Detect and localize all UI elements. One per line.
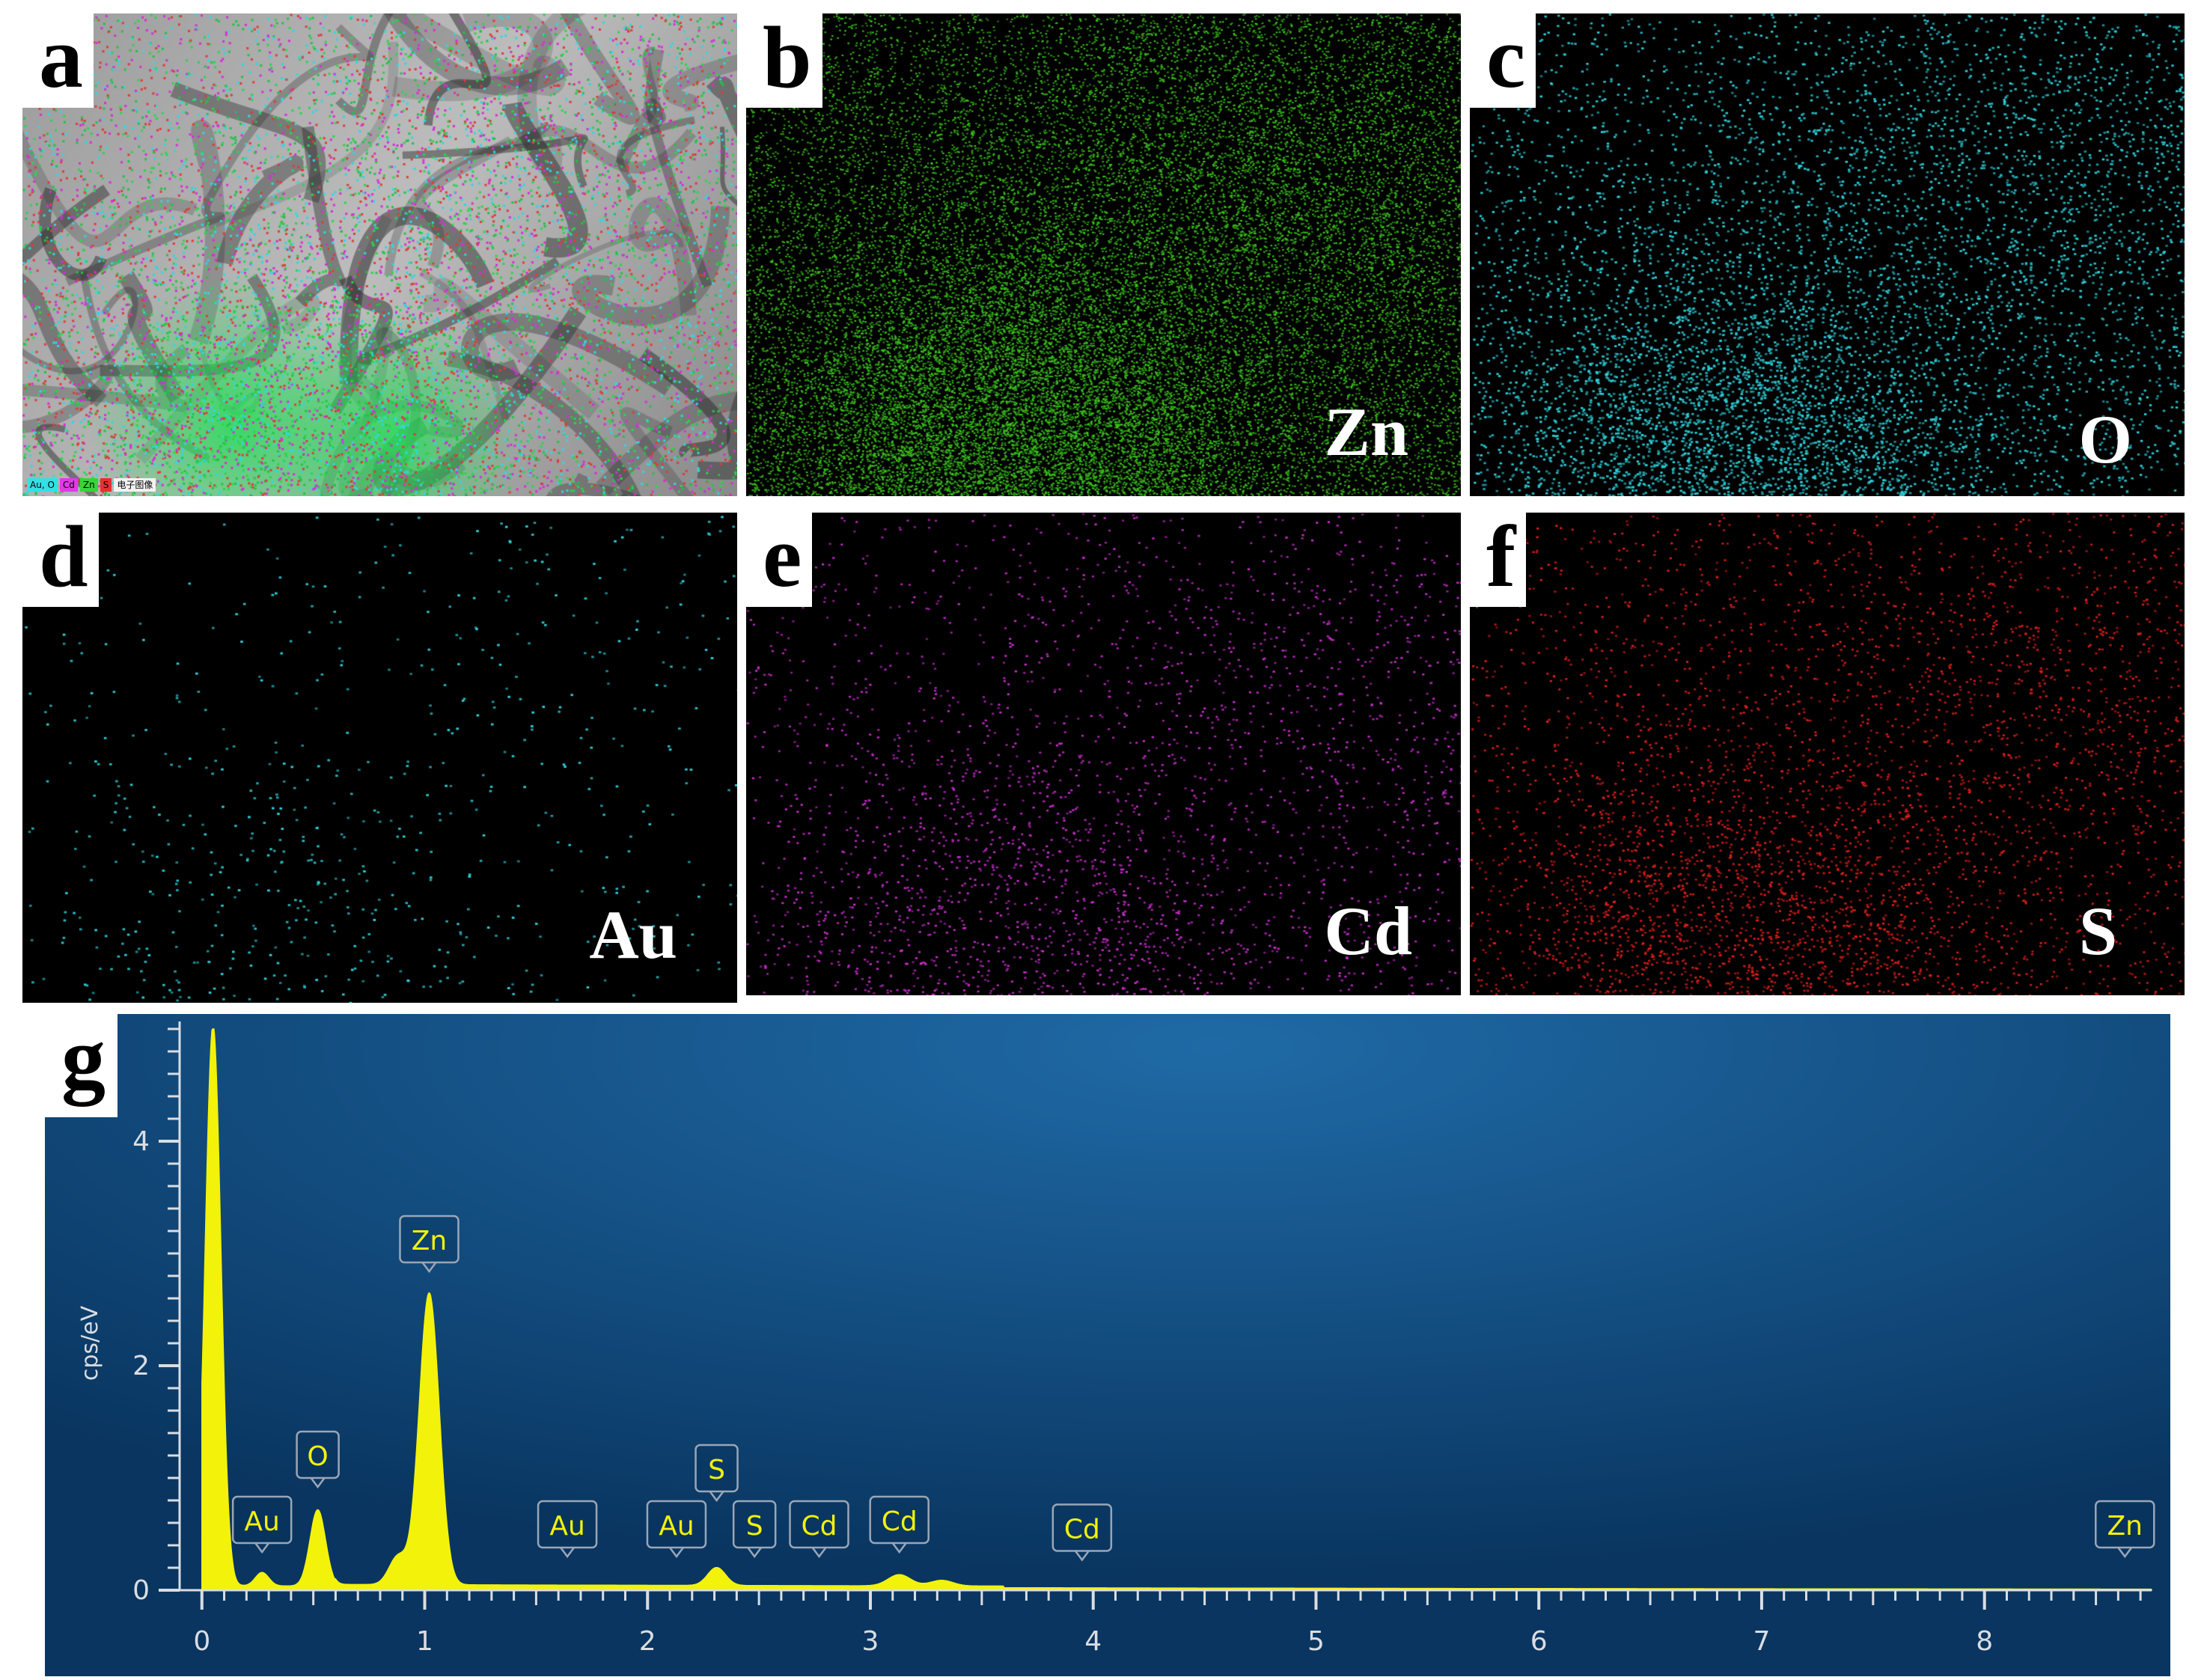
legend-electron-image: 电子图像 <box>114 478 156 492</box>
panel-c-o-map: c O <box>1470 13 2185 496</box>
peak-label-pointer <box>421 1262 437 1274</box>
peak-label-pointer <box>254 1542 270 1554</box>
x-tick-label: 4 <box>1084 1626 1102 1657</box>
element-label-zn: Zn <box>1324 394 1408 470</box>
peak-label-box <box>399 1215 460 1264</box>
peak-label-box <box>869 1495 929 1545</box>
peak-label: Zn <box>412 1226 447 1256</box>
element-label-au: Au <box>589 896 677 973</box>
panel-letter-f: f <box>1470 513 1527 607</box>
peak-label: O <box>307 1441 328 1472</box>
peak-label-box <box>296 1430 340 1479</box>
x-tick-label: 3 <box>862 1626 879 1657</box>
y-tick-label: 0 <box>132 1575 150 1606</box>
peak-label-box <box>537 1500 598 1549</box>
legend-cd: Cd <box>59 478 78 492</box>
peak-label-pointer <box>2117 1547 2133 1559</box>
peak-label-pointer <box>1074 1550 1090 1562</box>
peak-label: Cd <box>882 1506 918 1537</box>
panel-letter-g: g <box>45 1014 117 1117</box>
peak-label-pointer <box>811 1547 827 1559</box>
map-canvas-a <box>22 13 737 496</box>
peak-label-box <box>2095 1500 2155 1549</box>
panel-letter-d: d <box>22 513 99 607</box>
panel-letter-e: e <box>746 513 813 607</box>
legend-zn: Zn <box>79 478 98 492</box>
peak-label-box <box>695 1444 739 1493</box>
element-label-cd: Cd <box>1324 893 1412 969</box>
panel-e-cd-map: e Cd <box>746 513 1461 995</box>
peak-label-box <box>789 1500 849 1549</box>
peak-label-pointer <box>560 1547 576 1559</box>
panel-letter-b: b <box>746 13 822 108</box>
x-tick-label: 5 <box>1307 1626 1325 1657</box>
peak-label: Au <box>549 1511 584 1542</box>
element-label-o: O <box>2078 401 2132 477</box>
eds-spectrum-chart: 0 2 4 cps/eV 0 1 2 3 4 5 6 7 8 Au O Zn Au Au SS Cd Cd Cd Zn <box>45 1014 2170 1676</box>
panel-letter-a: a <box>22 13 94 108</box>
y-tick-label: 2 <box>132 1351 150 1381</box>
peak-label-box <box>1051 1503 1113 1552</box>
peak-label-box <box>646 1500 707 1549</box>
y-tick-label: 4 <box>132 1126 150 1157</box>
peak-label: Cd <box>802 1511 837 1542</box>
map-legend: Au, O Cd Zn S 电子图像 <box>27 478 156 492</box>
panel-f-s-map: f S <box>1470 513 2185 995</box>
peak-label: Zn <box>2107 1511 2143 1542</box>
peak-label: Cd <box>1064 1515 1100 1545</box>
peak-label-pointer <box>668 1547 684 1559</box>
peak-label: Au <box>659 1511 694 1542</box>
x-tick-label: 0 <box>193 1626 210 1657</box>
panel-d-au-map: d Au <box>22 513 737 1003</box>
x-tick-label: 7 <box>1753 1626 1771 1657</box>
peak-label: Au <box>244 1506 279 1537</box>
x-tick-label: 2 <box>639 1626 656 1657</box>
legend-au-o: Au, O <box>27 478 58 492</box>
panel-b-zn-map: b Zn <box>746 13 1461 496</box>
element-label-s: S <box>2078 893 2117 969</box>
peak-label-box <box>231 1495 293 1545</box>
x-tick-label: 1 <box>416 1626 433 1657</box>
map-canvas-d <box>22 513 737 1003</box>
peak-label-box <box>732 1500 777 1549</box>
peak-label-pointer <box>709 1491 724 1503</box>
panel-a-electron-image: a Au, O Cd Zn S 电子图像 <box>22 13 737 496</box>
eds-spectrum-panel: 0 2 4 cps/eV 0 1 2 3 4 5 6 7 8 Au O Zn Au Au S S Cd Cd Cd Zn <box>45 1014 2170 1676</box>
peak-label-pointer <box>310 1477 326 1489</box>
map-canvas-c <box>1470 13 2185 496</box>
panel-letter-c: c <box>1470 13 1536 108</box>
legend-s: S <box>100 478 112 492</box>
x-tick-label: 8 <box>1976 1626 1993 1657</box>
x-tick-label: 6 <box>1530 1626 1548 1657</box>
peak-label-pointer <box>891 1542 907 1554</box>
map-canvas-b <box>746 13 1461 496</box>
peak-label: S <box>746 1511 763 1542</box>
spectrum-curve <box>201 1028 2153 1591</box>
map-canvas-f <box>1470 513 2185 995</box>
spectrum-background <box>45 1014 2170 1676</box>
map-canvas-e <box>746 513 1461 995</box>
peak-label: S <box>708 1455 725 1485</box>
peak-label-pointer <box>747 1547 763 1559</box>
y-axis-label: cps/eV <box>77 1305 103 1381</box>
